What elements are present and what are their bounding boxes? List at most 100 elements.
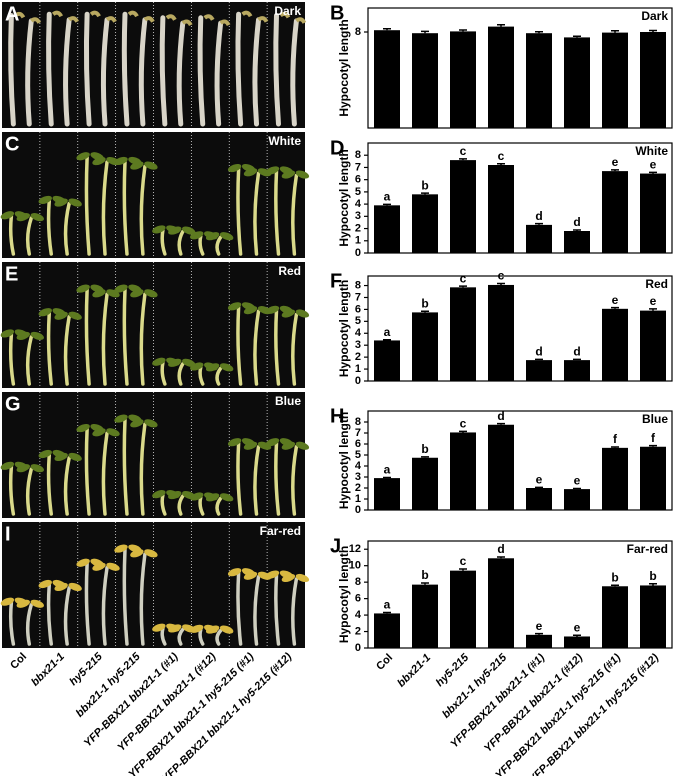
error-bar [611,306,619,309]
cotyledon [227,163,242,173]
cotyledon [227,302,242,311]
seedling-hook [14,11,26,19]
seedling-stem [274,169,281,256]
seedling-stem [122,160,129,256]
significance-letter: c [460,144,467,158]
y-tick-label: 4 [355,460,362,472]
error-bar [459,29,467,32]
y-tick-label: 8 [355,416,361,428]
cotyledon [16,599,30,608]
y-tick-label: 3 [355,471,361,483]
significance-letter: a [384,463,391,477]
seedling-hook [143,16,155,23]
bar [602,32,628,128]
y-axis-label: Hypocotyl length [337,546,351,643]
cotyledon [144,419,158,428]
error-bar [459,568,467,571]
bar [374,30,400,129]
error-bar [649,29,657,32]
bar [602,586,628,648]
cotyledon [130,549,144,558]
seedling-stem [8,465,16,516]
y-tick-label: 0 [355,642,361,654]
error-bar [649,171,657,174]
seedling-stem [139,164,147,256]
seedling-hook [67,16,79,23]
bar [450,160,476,253]
cotyledon [0,329,15,338]
panel-label: B [330,2,344,24]
error-bar [459,430,467,433]
cotyledon [144,549,158,558]
error-bar [535,358,543,361]
cotyledon [0,461,15,470]
bar [488,558,514,648]
y-tick-label: 6 [355,303,361,315]
error-bar [611,584,619,587]
significance-letter: d [497,542,504,556]
cotyledon [190,231,204,240]
y-tick-label: 12 [349,543,361,555]
bar [412,312,438,381]
seedling-stem [84,427,91,516]
seedling-stem [84,287,91,386]
panel-label: D [330,137,344,159]
significance-letter: b [421,178,428,192]
bar [412,584,438,648]
seedling-stem [83,11,92,127]
panel-label: J [330,535,341,557]
y-tick-label: 2 [355,351,361,363]
significance-letter: e [536,473,543,487]
seedling-stem [291,444,299,516]
cotyledon [144,161,158,170]
seedling-stem [177,362,185,386]
error-bar [497,422,505,425]
error-bar [421,582,429,585]
cotyledon [30,331,44,340]
plot-frame [367,275,673,382]
x-tick-label: bbx21-1 hy5-215 [440,651,510,721]
cotyledon [182,358,196,367]
seedling-stem [160,493,167,516]
seedling-stem [8,214,16,256]
significance-letter: d [535,209,542,223]
seedling-stem [273,12,281,127]
error-bar [383,338,391,341]
y-tick-label: 8 [355,149,361,161]
cotyledon [243,441,258,450]
cotyledon [265,438,280,447]
cotyledon [92,157,106,166]
cotyledon [227,568,242,577]
seedling-stem [253,444,261,516]
bar [374,613,400,648]
seedling-stem [138,17,148,127]
panel-label: H [330,405,344,427]
seedling-stem [291,577,299,646]
seedling-stem [274,441,281,516]
seedling-stem [198,628,205,646]
seedling-stem [100,17,110,127]
photo-panel-label: E [5,263,18,285]
seedling-hook [51,10,64,18]
significance-letter: c [460,554,467,568]
seedling-stem [253,171,261,256]
seedling-stem [253,574,261,646]
plot-frame [367,7,673,129]
y-tick-label: 8 [355,576,361,588]
seedling-stem [121,11,130,127]
seedling-stem [46,311,53,386]
significance-letter: b [611,570,618,584]
seedling-stem [214,20,224,127]
x-tick-label: bbx21-1 [395,652,433,690]
cotyledon [182,226,196,235]
cotyledon [92,562,106,571]
photo-condition-label: Dark [274,4,301,18]
seedling-stem [8,12,16,127]
error-bar [573,634,581,637]
cotyledon [295,441,310,450]
y-axis-label: Hypocotyl length [337,412,351,509]
cotyledon [114,284,128,293]
seedling-stem [25,603,34,646]
plot-frame [367,142,673,254]
bar [412,194,438,253]
